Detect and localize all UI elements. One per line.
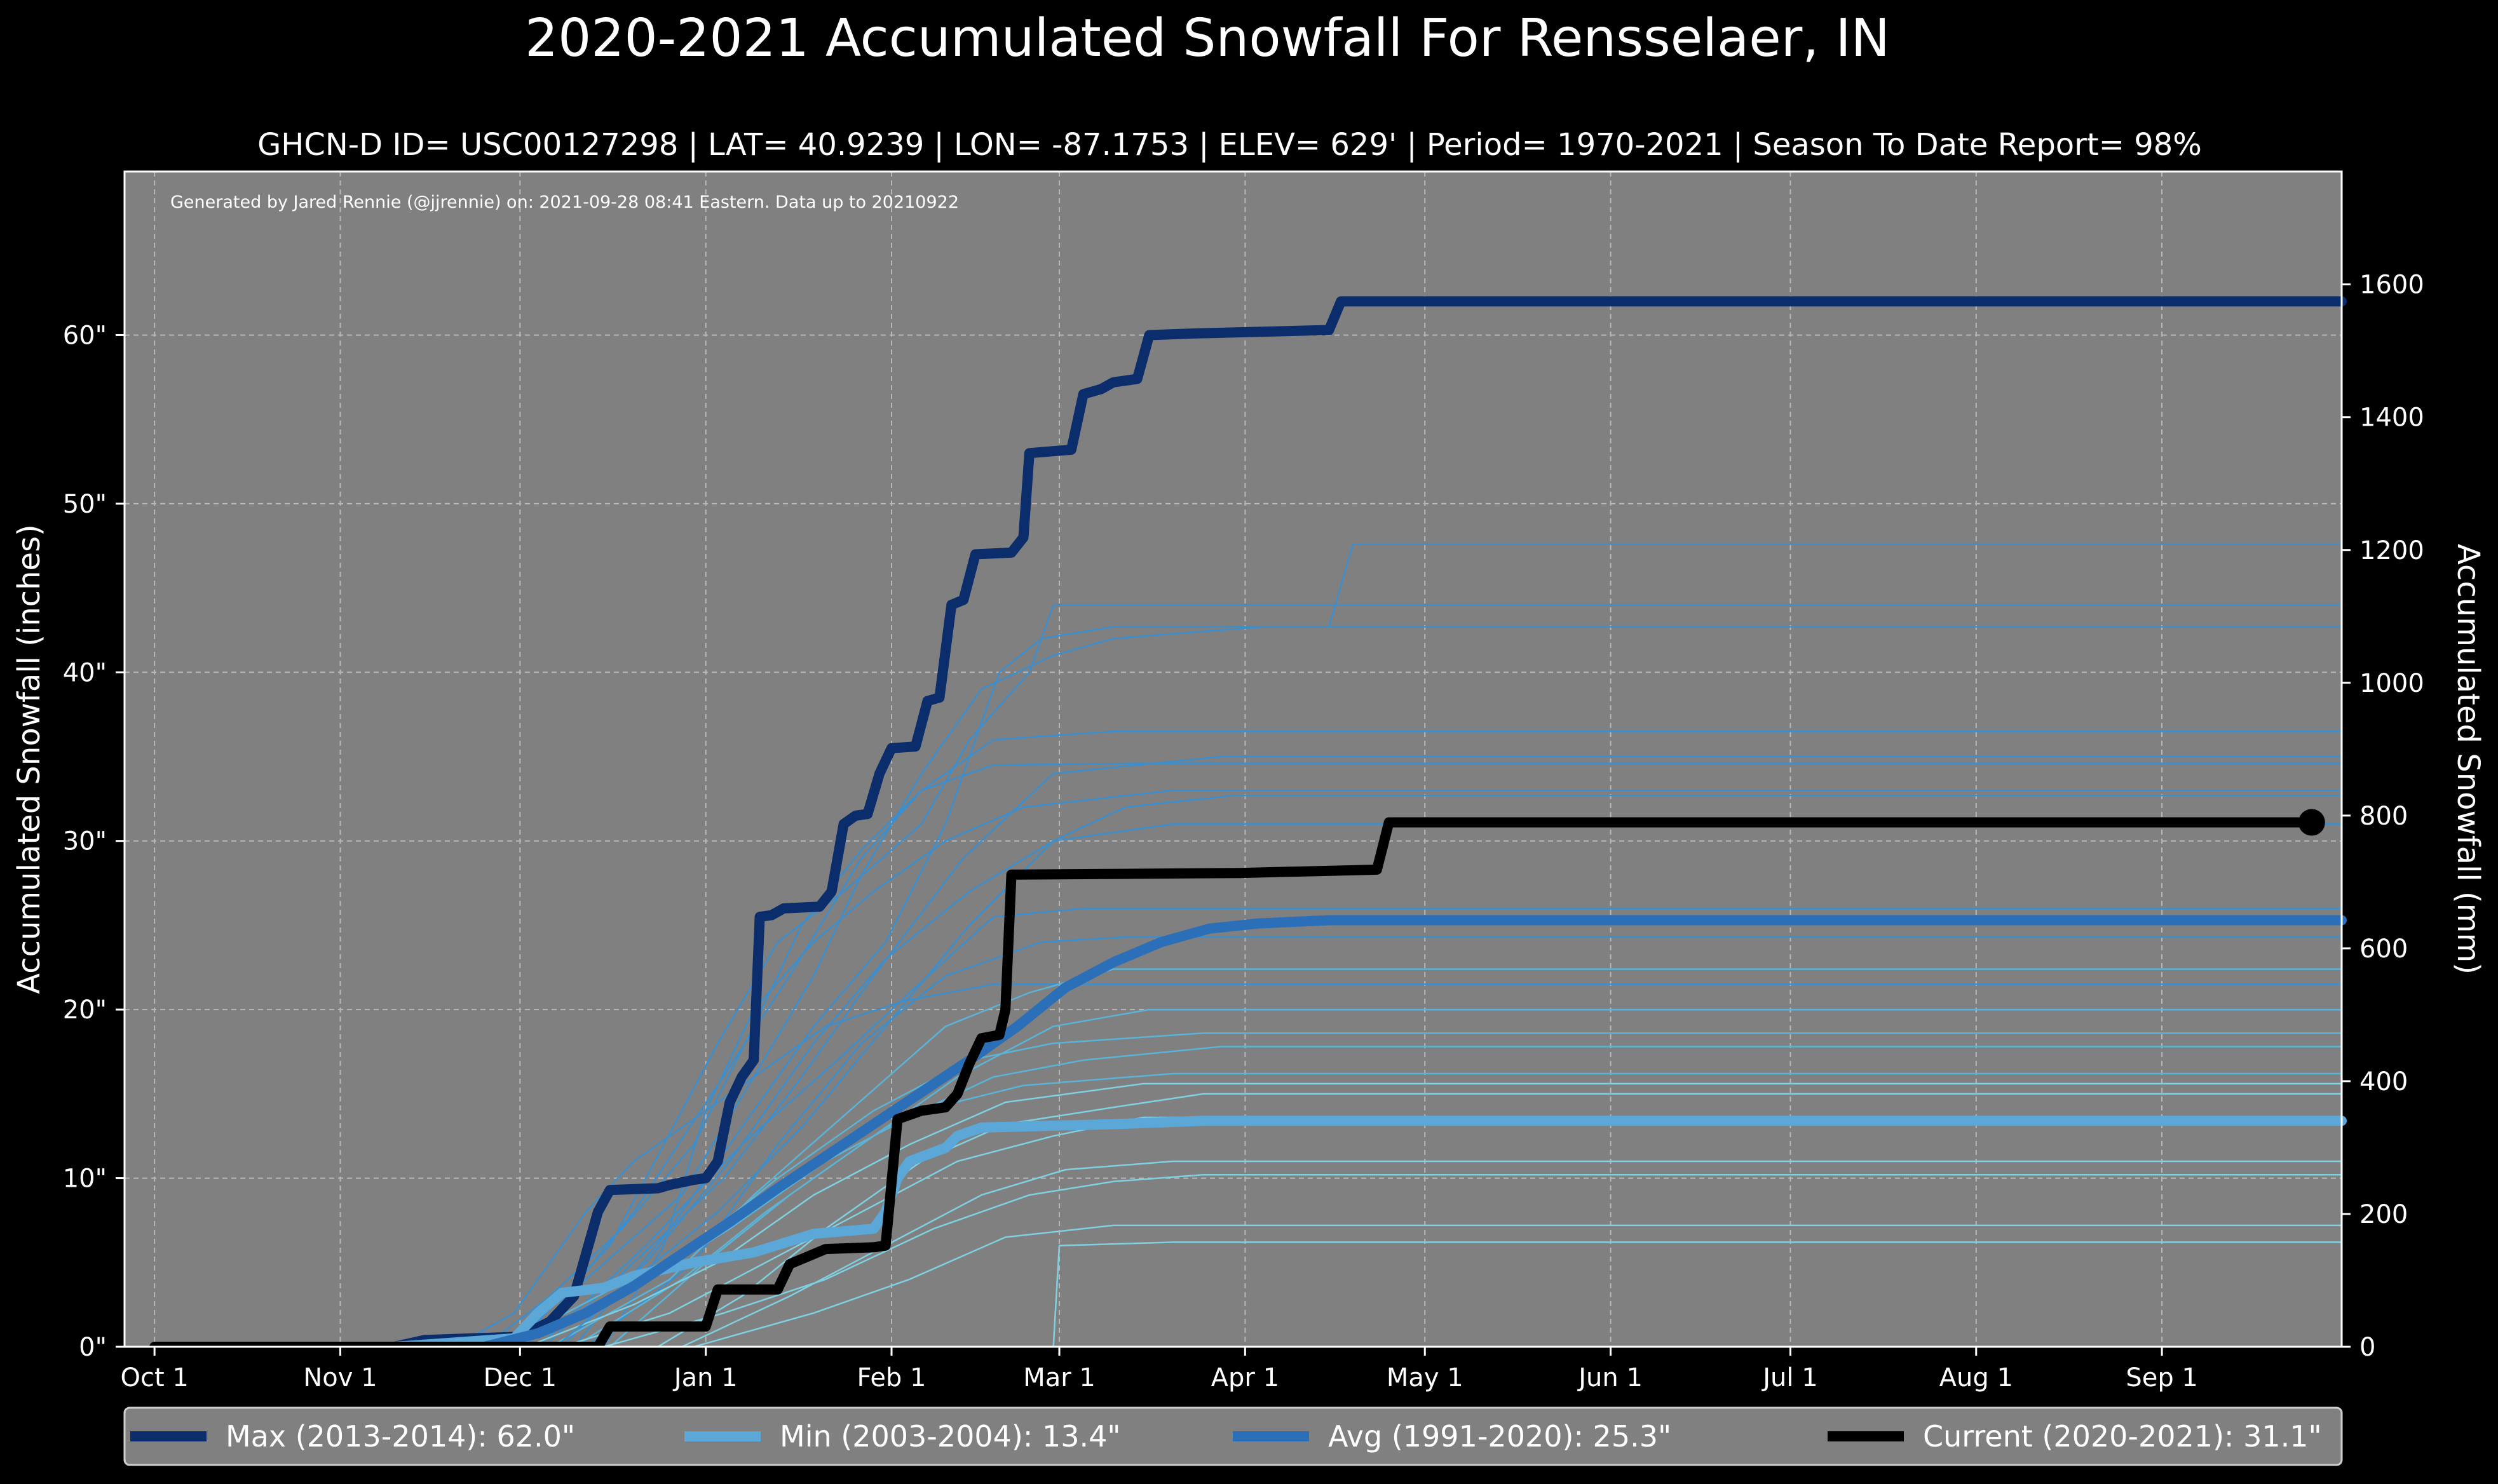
legend-item: Min (2003-2004): 13.4": [684, 1419, 1121, 1454]
x-tick-label: Jul 1: [1761, 1363, 1817, 1393]
plot-frame: [123, 170, 2343, 1348]
x-tick-label: Apr 1: [1211, 1363, 1279, 1393]
x-tick-label: Dec 1: [484, 1363, 557, 1393]
legend-label: Max (2013-2014): 62.0": [226, 1419, 575, 1454]
x-tick-label: Oct 1: [120, 1363, 188, 1393]
legend: Max (2013-2014): 62.0" Min (2003-2004): 1…: [123, 1406, 2343, 1466]
grid: [125, 172, 2342, 1347]
y-tick-label-left: 0": [79, 1333, 107, 1362]
y-tick-label-right: 800: [2359, 802, 2408, 831]
background-trace: [681, 1160, 2342, 1348]
background-trace: [513, 604, 2342, 1347]
x-axis: Oct 1 Nov 1 Dec 1 Jan 1 Feb 1 Mar 1 Apr 1 May 1…: [120, 1347, 2198, 1393]
x-tick-label: Aug 1: [1939, 1363, 2013, 1393]
y-tick-label-right: 1400: [2359, 403, 2424, 433]
background-trace: [543, 755, 2342, 1347]
y-tick-label-left: 20": [63, 995, 107, 1025]
background-trace: [1052, 1241, 2342, 1347]
y-tick-label-right: 600: [2359, 934, 2408, 964]
legend-item: Avg (1991-2020): 25.3": [1233, 1419, 1671, 1454]
x-tick-label: Mar 1: [1023, 1363, 1096, 1393]
x-tick-label: Sep 1: [2126, 1363, 2198, 1393]
x-tick-label: May 1: [1387, 1363, 1463, 1393]
series-line-current-2020-2021: [149, 817, 2317, 1352]
background-trace: [484, 762, 2342, 1347]
x-tick-label: Jan 1: [672, 1363, 738, 1393]
y-tick-label-right: 0: [2359, 1333, 2375, 1362]
legend-label: Min (2003-2004): 13.4": [780, 1419, 1121, 1454]
series-line-min-2003-2004: [389, 1116, 2347, 1352]
current-season-end-marker: [2298, 809, 2325, 836]
main-series: [149, 296, 2347, 1352]
background-trace: [604, 1174, 2342, 1348]
y-tick-label-left: 60": [63, 321, 107, 350]
y-tick-label-left: 40": [63, 658, 107, 687]
y-tick-label-left: 10": [63, 1164, 107, 1194]
legend-item: Current (2020-2021): 31.1": [1828, 1419, 2322, 1454]
y-tick-label-right: 1600: [2359, 271, 2424, 300]
series-line-avg-1991-2020: [479, 915, 2347, 1352]
chart-subtitle: GHCN-D ID= USC00127298 | LAT= 40.9239 | …: [257, 127, 2202, 163]
y-axis-label-left: Accumulated Snowfall (inches): [11, 524, 47, 994]
series-line-max-2013-2014: [389, 296, 2347, 1352]
y-tick-label-right: 400: [2359, 1067, 2408, 1096]
y-tick-label-right: 1000: [2359, 669, 2424, 698]
y-tick-label-right: 200: [2359, 1200, 2408, 1229]
y-tick-label-left: 50": [63, 490, 107, 519]
background-trace: [561, 823, 2342, 1347]
background-trace: [525, 730, 2342, 1347]
y-tick-label-left: 30": [63, 827, 107, 856]
y-axis-left: 0" 10" 20" 30" 40" 50" 60": [63, 321, 125, 1362]
background-trace: [555, 794, 2342, 1347]
plot-area: [125, 172, 2342, 1347]
background-trace: [526, 1083, 2342, 1348]
x-tick-label: Nov 1: [303, 1363, 377, 1393]
y-axis-label-right: Accumulated Snowfall (mm): [2450, 544, 2486, 975]
background-trace: [609, 1046, 2342, 1347]
x-tick-label: Feb 1: [857, 1363, 927, 1393]
y-axis-right: 0 200 400 600 800 1000 1200 1400 1600: [2342, 271, 2424, 1362]
generated-by-annotation: Generated by Jared Rennie (@jjrennie) on…: [170, 192, 959, 212]
chart-title: 2020-2021 Accumulated Snowfall For Renss…: [525, 8, 1890, 69]
y-tick-label-right: 1200: [2359, 536, 2424, 565]
legend-item: Max (2013-2014): 62.0": [130, 1419, 575, 1454]
x-tick-label: Jun 1: [1577, 1363, 1643, 1393]
background-trace: [693, 1224, 2342, 1348]
legend-label: Avg (1991-2020): 25.3": [1328, 1419, 1671, 1454]
background-trace: [537, 907, 2342, 1347]
legend-label: Current (2020-2021): 31.1": [1923, 1419, 2322, 1454]
